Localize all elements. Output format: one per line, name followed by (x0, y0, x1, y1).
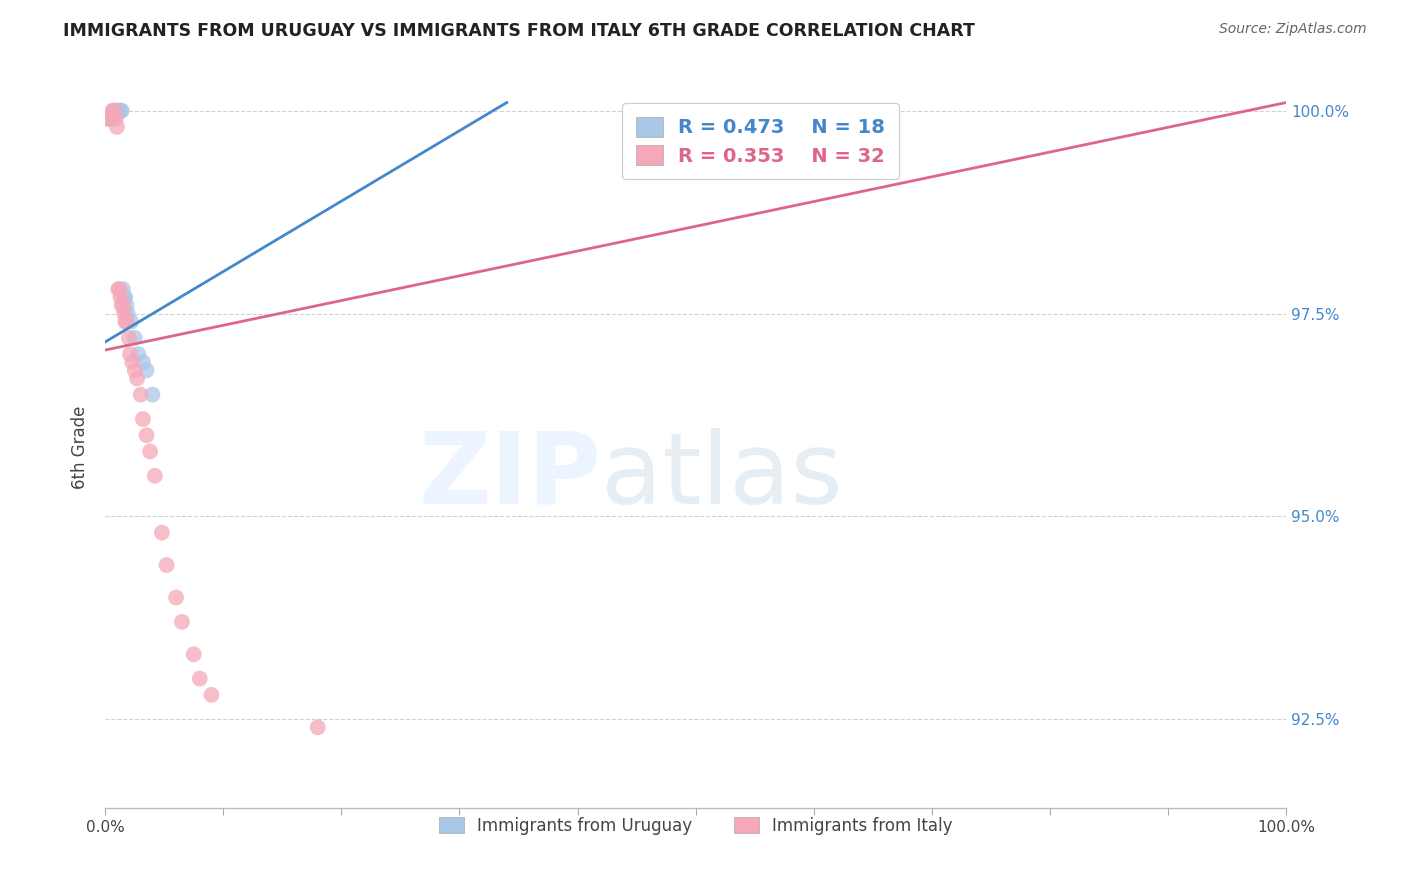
Point (110, 290, 132, 304)
Point (127, 347, 149, 361)
Point (132, 355, 155, 369)
Point (127, 371, 149, 385)
Point (200, 688, 222, 702)
Point (150, 525, 173, 540)
Point (135, 363, 157, 377)
Point (104, 103, 127, 118)
Point (124, 331, 146, 345)
Point (108, 103, 131, 118)
Point (101, 103, 124, 118)
Point (188, 672, 211, 686)
Point (97, 112, 120, 126)
Point (141, 387, 163, 401)
Point (129, 387, 152, 401)
Point (112, 290, 135, 304)
Point (165, 591, 187, 605)
Point (156, 558, 179, 572)
Point (108, 282, 131, 296)
Point (105, 120, 128, 134)
Point (135, 428, 157, 442)
Text: Source: ZipAtlas.com: Source: ZipAtlas.com (1219, 22, 1367, 37)
Point (115, 315, 138, 329)
Legend: Immigrants from Uruguay, Immigrants from Italy: Immigrants from Uruguay, Immigrants from… (430, 809, 960, 844)
Point (100, 112, 122, 126)
Point (111, 298, 134, 312)
Point (107, 282, 129, 296)
Point (118, 347, 141, 361)
Point (307, 720, 329, 734)
Point (114, 315, 136, 329)
Point (120, 315, 142, 329)
Point (143, 468, 166, 483)
Point (97, 112, 120, 126)
Point (111, 298, 134, 312)
Point (110, 103, 132, 118)
Point (103, 103, 125, 118)
Text: IMMIGRANTS FROM URUGUAY VS IMMIGRANTS FROM ITALY 6TH GRADE CORRELATION CHART: IMMIGRANTS FROM URUGUAY VS IMMIGRANTS FR… (63, 22, 976, 40)
Point (170, 615, 193, 629)
Point (132, 412, 155, 426)
Point (124, 363, 146, 377)
Y-axis label: 6th Grade: 6th Grade (72, 406, 89, 489)
Point (112, 306, 135, 320)
Point (111, 103, 134, 118)
Point (114, 290, 136, 304)
Text: ZIP: ZIP (418, 428, 602, 524)
Point (111, 282, 134, 296)
Point (118, 331, 141, 345)
Point (183, 648, 205, 662)
Point (104, 112, 127, 126)
Point (139, 444, 162, 458)
Point (117, 306, 139, 320)
Point (105, 103, 128, 118)
Point (104, 103, 127, 118)
Point (115, 298, 138, 312)
Text: atlas: atlas (602, 428, 842, 524)
Point (121, 355, 143, 369)
